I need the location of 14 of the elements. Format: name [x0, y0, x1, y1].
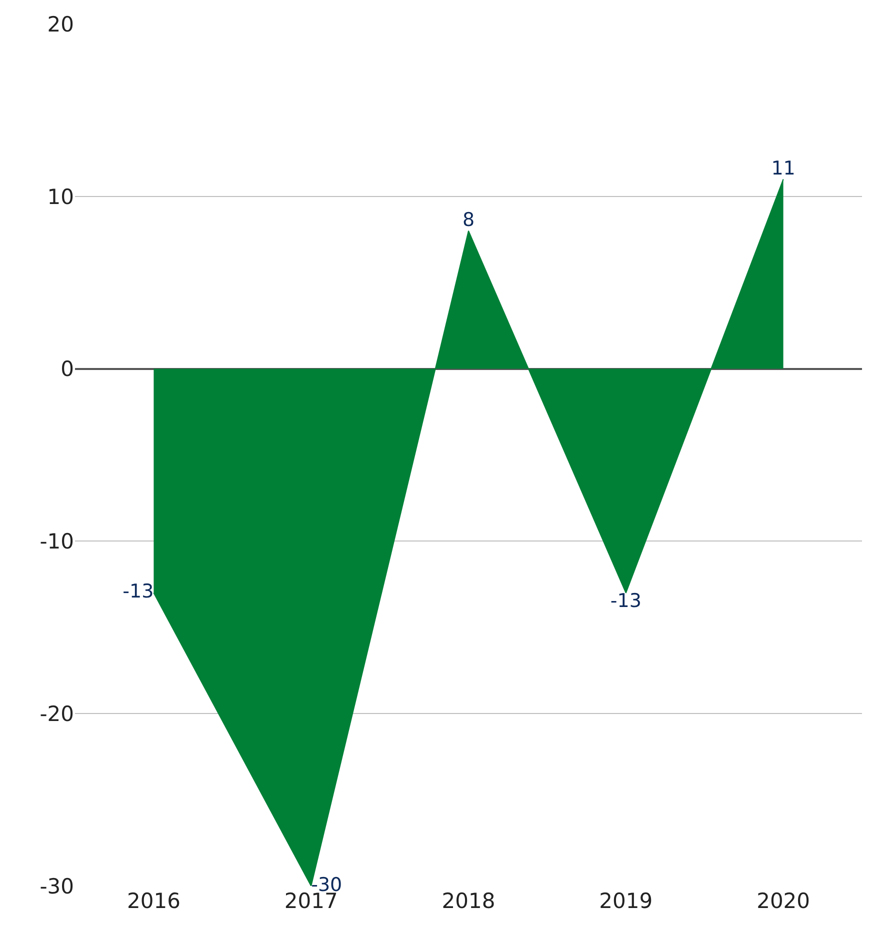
x-tick-label: 2018 [442, 889, 496, 913]
data-label: 8 [462, 209, 475, 232]
x-tick-label: 2016 [126, 889, 180, 913]
data-label: -13 [122, 580, 154, 603]
y-tick-label: 0 [60, 357, 74, 382]
y-tick-label: -10 [40, 530, 74, 554]
y-tick-label: -30 [40, 874, 74, 898]
x-tick-label: 2020 [756, 889, 810, 913]
y-tick-label: -20 [40, 702, 74, 726]
y-tick-label: 20 [47, 12, 74, 36]
y-tick-label: 10 [47, 184, 74, 209]
x-tick-label: 2019 [599, 889, 653, 913]
data-label: 11 [771, 157, 796, 180]
data-label: -13 [610, 590, 642, 612]
